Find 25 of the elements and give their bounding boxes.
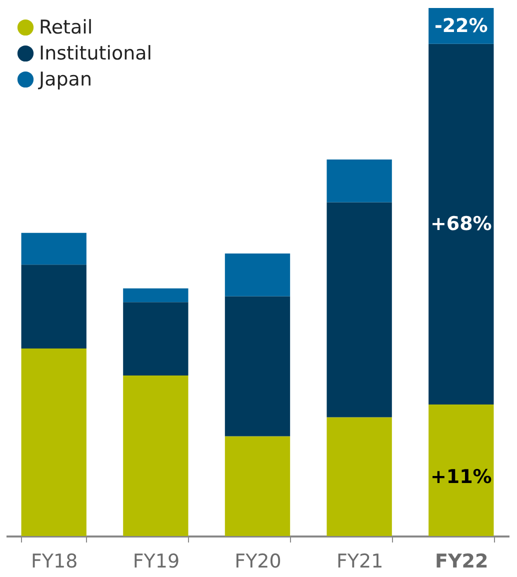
legend-label: Retail [39, 16, 93, 38]
bar [428, 44, 494, 405]
bar [428, 404, 494, 536]
bar [224, 254, 290, 296]
bar [326, 160, 392, 202]
legend-label: Institutional [39, 42, 152, 64]
x-tick-label: FY19 [132, 550, 180, 572]
bar [123, 302, 188, 376]
bar [21, 264, 86, 349]
bar [326, 202, 392, 418]
bar [224, 436, 290, 536]
x-tick-label: FY21 [336, 550, 384, 572]
bar [21, 348, 86, 536]
annotation: -22% [434, 14, 488, 37]
bar [224, 296, 290, 436]
x-tick-label: FY20 [234, 550, 282, 572]
x-tick-label: FY18 [30, 550, 78, 572]
bar [326, 417, 392, 536]
bar [123, 288, 188, 302]
x-tick-label: FY22 [435, 550, 488, 572]
bar [21, 232, 86, 265]
legend-label: Japan [38, 68, 92, 90]
bar [123, 375, 188, 536]
annotation: +68% [430, 213, 492, 236]
annotation: +11% [430, 466, 492, 488]
